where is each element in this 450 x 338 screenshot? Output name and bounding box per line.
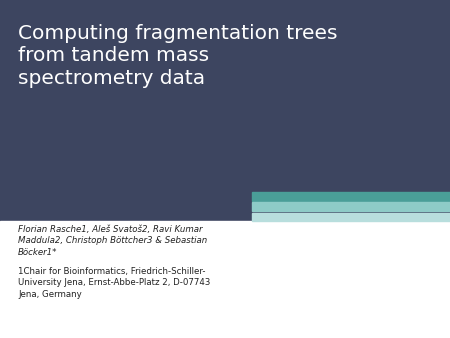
Text: Computing fragmentation trees
from tandem mass
spectrometry data: Computing fragmentation trees from tande… bbox=[18, 24, 338, 88]
Text: Florian Rasche1, Aleš Svatoš2, Ravi Kumar
Maddula2, Christoph Böttcher3 & Sebast: Florian Rasche1, Aleš Svatoš2, Ravi Kuma… bbox=[18, 225, 207, 257]
Text: 1Chair for Bioinformatics, Friedrich-Schiller-
University Jena, Ernst-Abbe-Platz: 1Chair for Bioinformatics, Friedrich-Sch… bbox=[18, 267, 211, 299]
